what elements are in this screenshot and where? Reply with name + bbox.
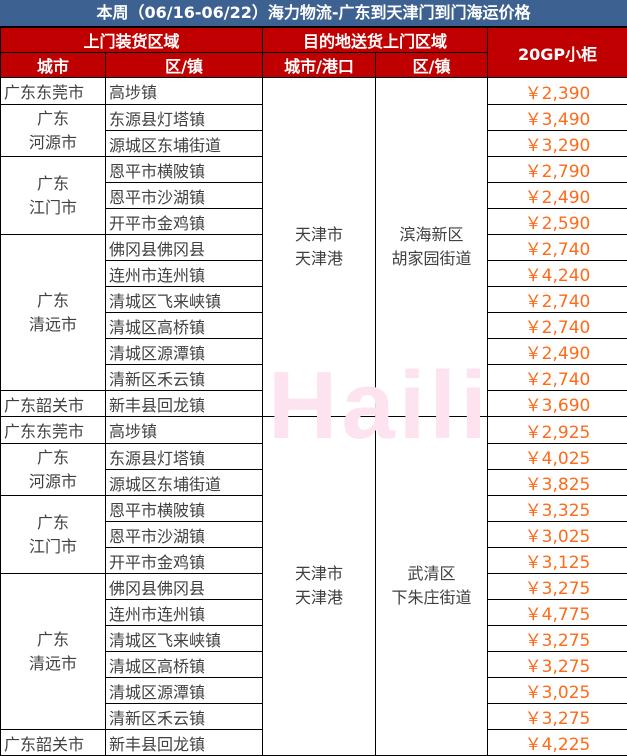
page-title: 本周（06/16-06/22）海力物流-广东到天津门到门海运价格 [0,0,627,27]
district-cell: 新丰县回龙镇 [106,730,263,756]
price-cell: ￥3,025 [488,678,627,704]
district-cell: 东源县灯塔镇 [106,105,263,131]
city-cell: 广东东莞市 [1,417,106,444]
district-cell: 清新区禾云镇 [106,365,263,391]
city-cell: 广东韶关市 [1,730,106,756]
table-row: 广东东莞市高埗镇天津市天津港滨海新区胡家园街道￥2,390 [1,78,627,105]
price-cell: ￥3,825 [488,470,627,496]
price-cell: ￥2,740 [488,365,627,391]
district-cell: 连州市连州镇 [106,261,263,287]
price-cell: ￥3,275 [488,626,627,652]
price-cell: ￥3,275 [488,652,627,678]
district-cell: 源城区东埔街道 [106,131,263,157]
city-cell: 广东江门市 [1,157,106,235]
price-header: 20GP小柜 [488,28,627,78]
price-cell: ￥3,490 [488,105,627,131]
dest-city-header: 城市/港口 [263,53,376,78]
district-cell: 清城区飞来峡镇 [106,626,263,652]
price-cell: ￥2,740 [488,235,627,261]
district-cell: 东源县灯塔镇 [106,444,263,470]
table-row: 广东东莞市高埗镇天津市天津港武清区下朱庄街道￥2,925 [1,417,627,444]
price-cell: ￥4,775 [488,600,627,626]
price-cell: ￥2,490 [488,183,627,209]
price-cell: ￥4,225 [488,730,627,756]
dest-city-cell: 天津市天津港 [263,417,376,756]
city-cell: 广东江门市 [1,496,106,574]
price-cell: ￥2,790 [488,157,627,183]
price-cell: ￥3,325 [488,496,627,522]
price-cell: ￥3,275 [488,574,627,600]
pickup-region-header: 上门装货区域 [1,28,263,53]
district-cell: 新丰县回龙镇 [106,391,263,417]
price-cell: ￥2,490 [488,339,627,365]
price-cell: ￥3,690 [488,391,627,417]
district-cell: 清城区源潭镇 [106,339,263,365]
city-cell: 广东韶关市 [1,391,106,417]
city-cell: 广东河源市 [1,444,106,496]
price-cell: ￥2,740 [488,287,627,313]
district-cell: 开平市金鸡镇 [106,209,263,235]
district-cell: 恩平市沙湖镇 [106,522,263,548]
city-cell: 广东清远市 [1,574,106,730]
district-cell: 开平市金鸡镇 [106,548,263,574]
district-cell: 清城区飞来峡镇 [106,287,263,313]
district-header: 区/镇 [106,53,263,78]
district-cell: 佛冈县佛冈县 [106,235,263,261]
district-cell: 清城区高桥镇 [106,313,263,339]
district-cell: 恩平市横陂镇 [106,157,263,183]
district-cell: 高埗镇 [106,78,263,105]
delivery-region-header: 目的地送货上门区域 [263,28,488,53]
district-cell: 源城区东埔街道 [106,470,263,496]
price-cell: ￥3,025 [488,522,627,548]
city-cell: 广东河源市 [1,105,106,157]
price-cell: ￥3,125 [488,548,627,574]
district-cell: 清城区源潭镇 [106,678,263,704]
district-cell: 恩平市沙湖镇 [106,183,263,209]
price-table: 上门装货区域 目的地送货上门区域 20GP小柜 城市 区/镇 城市/港口 区/镇… [0,27,627,756]
price-cell: ￥2,590 [488,209,627,235]
city-header: 城市 [1,53,106,78]
city-cell: 广东清远市 [1,235,106,391]
district-cell: 清新区禾云镇 [106,704,263,730]
dest-district-cell: 滨海新区胡家园街道 [376,78,488,417]
price-cell: ￥2,925 [488,417,627,444]
price-cell: ￥4,025 [488,444,627,470]
district-cell: 连州市连州镇 [106,600,263,626]
price-cell: ￥2,740 [488,313,627,339]
price-cell: ￥3,275 [488,704,627,730]
price-cell: ￥4,240 [488,261,627,287]
dest-district-cell: 武清区下朱庄街道 [376,417,488,756]
dest-city-cell: 天津市天津港 [263,78,376,417]
district-cell: 清城区高桥镇 [106,652,263,678]
district-cell: 佛冈县佛冈县 [106,574,263,600]
district-cell: 高埗镇 [106,417,263,444]
dest-district-header: 区/镇 [376,53,488,78]
price-cell: ￥2,390 [488,78,627,105]
district-cell: 恩平市横陂镇 [106,496,263,522]
city-cell: 广东东莞市 [1,78,106,105]
price-cell: ￥3,290 [488,131,627,157]
